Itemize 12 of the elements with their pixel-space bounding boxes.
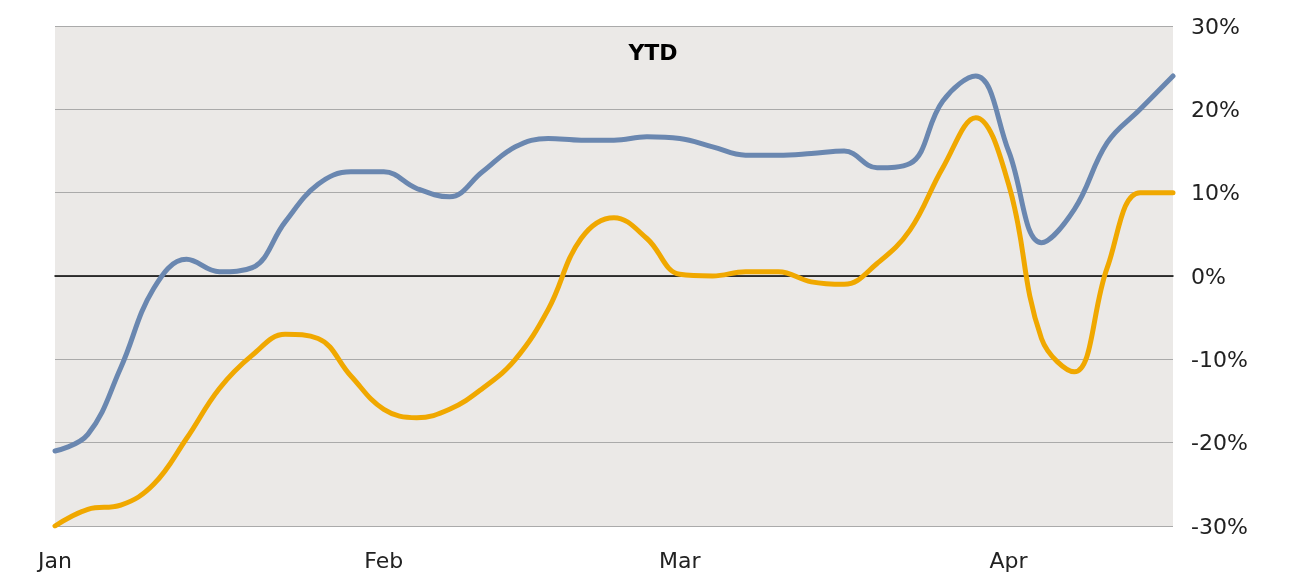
x-tick-label: Jan: [36, 547, 72, 573]
y-tick-label: 10%: [1191, 180, 1240, 206]
y-tick-label: -30%: [1191, 513, 1248, 539]
x-tick-label: Mar: [659, 547, 702, 573]
y-tick-label: 0%: [1191, 263, 1226, 289]
text: YTD: [627, 39, 678, 65]
y-tick-label: 20%: [1191, 96, 1240, 122]
x-tick-label: Apr: [989, 547, 1029, 573]
y-tick-label: -20%: [1191, 430, 1248, 456]
y-tick-label: -10%: [1191, 346, 1248, 372]
y-tick-label: 30%: [1191, 13, 1240, 39]
x-tick-label: Feb: [364, 547, 404, 573]
